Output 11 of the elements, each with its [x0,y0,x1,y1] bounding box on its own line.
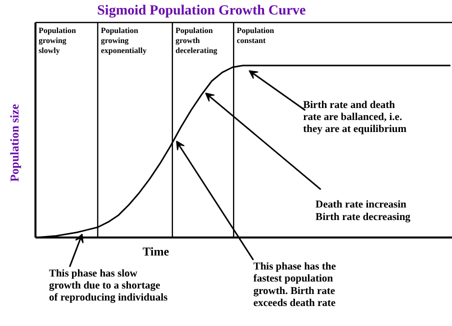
y-axis-title: Population size [8,103,22,182]
text: This phase has slow growth due to a shortage of reproducing individuals [48,268,168,304]
text: Population growing slowly [38,26,76,55]
annotation: Death rate increasin Birth rate decreasing [316,200,412,223]
text: Population growth decelerating [176,26,218,55]
text: Population constant [236,26,275,45]
text: This phase has the fastest population growth. Birth rate exceeds death rate [253,262,336,309]
annotation: Birth rate and death rate are ballanced, i.e. they are at equilibrium [303,100,407,136]
text: Population growing exponentially [100,26,147,55]
x-axis-title: Time [142,244,170,258]
chart-title: Sigmoid Population Growth Curve [97,4,306,19]
